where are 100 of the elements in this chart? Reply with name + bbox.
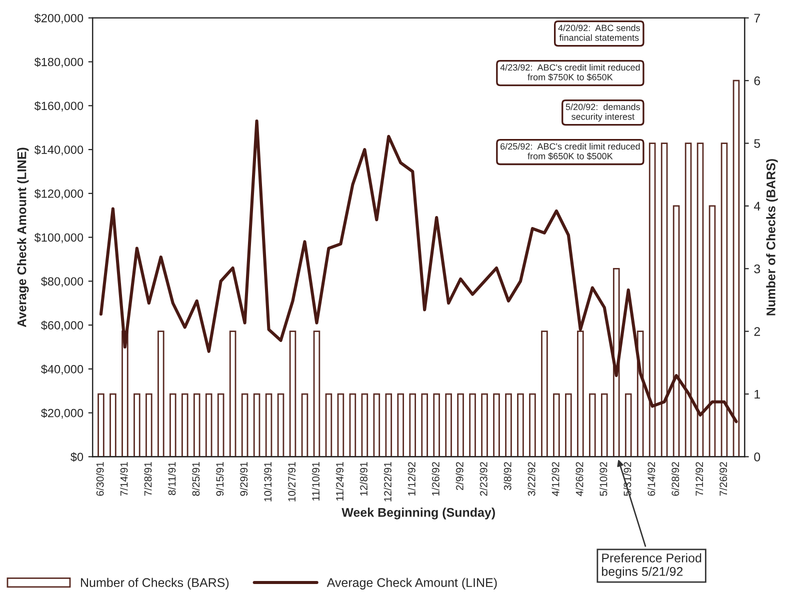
bar [253, 393, 260, 457]
x-tick-label: 3/22/92 [528, 462, 536, 496]
bar [517, 393, 524, 457]
bar [577, 330, 584, 457]
y2-axis-title: Number of Checks (BARS) [766, 159, 778, 316]
x-tick-label: 2/9/92 [456, 462, 464, 490]
y-tick-label: $20,000 [41, 408, 84, 419]
x-tick-label: 6/28/92 [671, 462, 680, 496]
bar [457, 393, 464, 457]
x-tick-label: 7/12/92 [695, 462, 704, 496]
bar [349, 393, 356, 457]
bar [241, 393, 248, 457]
y2-tick-label: 7 [754, 14, 760, 22]
y2-tick-label: 1 [754, 390, 760, 399]
x-tick-label: 8/11/91 [168, 462, 176, 496]
y-tick-label: $140,000 [34, 145, 84, 156]
bar [158, 330, 164, 457]
y-axis-title: Average Check Amount (LINE) [17, 148, 29, 328]
x-tick-label: 4/26/92 [576, 462, 584, 496]
x-tick-label: 4/12/92 [552, 462, 560, 496]
x-tick-label: 3/8/92 [504, 462, 512, 490]
bar [337, 393, 344, 457]
bar [708, 205, 716, 457]
x-tick-label: 6/30/91 [96, 462, 104, 496]
bar [421, 393, 428, 457]
bar [277, 393, 284, 457]
y-tick-label: $180,000 [34, 57, 84, 68]
x-tick-label: 11/24/91 [336, 462, 344, 501]
bar [553, 393, 560, 457]
y2-tick-label: 0 [754, 452, 760, 462]
y2-tick-label: 4 [754, 202, 760, 210]
y-tick-label: $0 [70, 452, 84, 462]
bar [373, 393, 380, 457]
bar [445, 393, 452, 457]
bar [313, 330, 320, 457]
x-tick-label: 7/14/91 [120, 462, 128, 496]
x-tick-label: 9/15/91 [216, 462, 224, 496]
bar [110, 393, 116, 457]
x-tick-label: 7/26/92 [719, 462, 728, 496]
legend-label: Average Check Amount (LINE) [326, 578, 497, 590]
y-tick-label: $100,000 [34, 232, 84, 244]
bar [325, 393, 332, 457]
bar [301, 393, 308, 457]
x-tick-label: 12/22/91 [384, 462, 392, 502]
x-tick-label: 11/10/91 [312, 462, 320, 501]
bar [98, 393, 104, 457]
x-tick-label: 8/25/91 [192, 462, 200, 496]
x-tick-label: 5/10/92 [600, 462, 608, 496]
y2-tick-label: 5 [754, 139, 760, 148]
bar [433, 393, 440, 457]
bar [134, 393, 140, 457]
y-tick-label: $120,000 [34, 188, 84, 200]
bar [672, 205, 680, 457]
bar [397, 393, 404, 457]
x-tick-label: 10/13/91 [264, 462, 272, 502]
bar [361, 393, 368, 457]
x-tick-label: 1/12/92 [408, 462, 416, 496]
bar [181, 393, 188, 457]
y-tick-label: $160,000 [34, 101, 84, 112]
y-tick-label: $60,000 [41, 320, 84, 331]
x-tick-label: 2/23/92 [480, 462, 488, 496]
y2-tick-label: 6 [754, 76, 760, 86]
annotation: 4/23/92: ABC's credit limit reduced from $750K to $650K [500, 64, 640, 81]
bar [193, 393, 200, 457]
legend-label: Number of Checks (BARS) [81, 578, 229, 590]
bar [565, 393, 572, 457]
y-tick-label: $200,000 [34, 13, 84, 24]
bar [505, 393, 512, 457]
bar [589, 393, 596, 457]
bar [624, 393, 632, 457]
annotation: 5/20/92: demands security interest [566, 103, 640, 122]
x-tick-label: 12/8/91 [360, 462, 368, 496]
x-axis-title: Week Beginning (Sunday) [342, 508, 495, 520]
y2-tick-label: 3 [754, 264, 760, 274]
text: Preference Period begins 5/21/92 [602, 553, 702, 578]
x-tick-label: 1/26/92 [432, 462, 440, 496]
bar [217, 393, 224, 457]
bar [720, 142, 728, 457]
bar [648, 142, 656, 457]
bar [529, 393, 536, 457]
annotation: 4/20/92: ABC sends financial statements [558, 24, 640, 41]
y-tick-label: $40,000 [41, 364, 84, 375]
bar [684, 142, 692, 457]
bar [732, 80, 740, 457]
bar [696, 142, 704, 457]
bar [469, 393, 476, 457]
x-tick-label: 10/27/91 [288, 462, 296, 502]
y2-tick-label: 2 [754, 327, 760, 336]
annotation: 6/25/92: ABC's credit limit reduced from $650K to $500K [500, 142, 640, 160]
bar [265, 393, 272, 457]
bar [385, 393, 392, 457]
bar [660, 142, 668, 457]
bar [541, 330, 548, 457]
bar [289, 330, 296, 457]
bar [612, 268, 620, 457]
x-tick-label: 9/29/91 [240, 462, 248, 496]
x-tick-label: 7/28/91 [144, 462, 152, 496]
y-tick-label: $80,000 [41, 276, 84, 287]
bar [600, 393, 608, 457]
bar [493, 393, 500, 457]
